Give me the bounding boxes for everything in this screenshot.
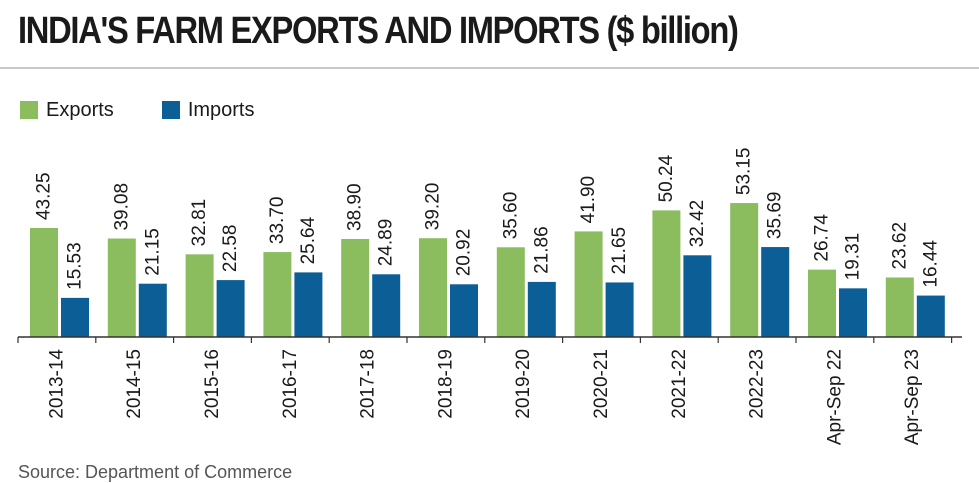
category-label-2014-15: 2014-15 [124, 349, 145, 419]
bar-exports-2018-19 [419, 238, 447, 337]
bar-exports-2017-18 [341, 238, 370, 337]
value-label-imports-2018-19: 20.92 [454, 229, 475, 277]
bar-exports-Apr-Sep 23 [885, 277, 914, 337]
value-label-exports-2021-22: 50.24 [656, 154, 677, 202]
title-divider [0, 67, 979, 69]
bar-imports-2017-18 [372, 274, 401, 337]
bar-imports-2018-19 [450, 284, 478, 337]
category-label-2015-16: 2015-16 [202, 349, 223, 419]
value-label-exports-Apr-Sep 22: 26.74 [812, 214, 833, 262]
value-label-imports-2019-20: 21.86 [531, 226, 552, 274]
bar-chart: 43.25 15.53 39.08 21.15 32.81 22.58 33.70 25.64… [17, 148, 962, 446]
bar-imports-2016-17 [294, 272, 323, 337]
legend-label-imports: Imports [187, 98, 255, 121]
bar-imports-2021-22 [683, 255, 712, 337]
category-label-2022-23: 2022-23 [747, 349, 768, 419]
category-label-Apr-Sep 23: Apr-Sep 23 [902, 349, 923, 445]
value-label-imports-2016-17: 25.64 [298, 216, 319, 264]
category-label-2021-22: 2021-22 [669, 349, 690, 419]
value-labels-group: 43.25 15.53 39.08 21.15 32.81 22.58 33.70 25.64… [34, 148, 942, 290]
legend-label-exports: Exports [46, 98, 114, 121]
value-label-imports-2020-21: 21.65 [609, 227, 630, 275]
bar-imports-2013-14 [61, 297, 89, 337]
category-label-2019-20: 2019-20 [513, 349, 534, 419]
value-label-imports-2013-14: 15.53 [65, 242, 86, 290]
value-label-imports-2022-23: 35.69 [765, 192, 786, 240]
value-label-exports-2022-23: 53.15 [734, 148, 755, 196]
bar-exports-2014-15 [107, 238, 136, 337]
bar-imports-2019-20 [527, 281, 556, 337]
bar-imports-2020-21 [605, 282, 634, 337]
chart-title: INDIA'S FARM EXPORTS AND IMPORTS ($ bill… [18, 10, 739, 52]
legend: Exports Imports [20, 97, 255, 123]
bar-exports-2016-17 [263, 252, 292, 337]
bar-exports-2020-21 [574, 231, 603, 337]
category-label-2013-14: 2013-14 [46, 349, 67, 419]
value-label-exports-2019-20: 35.60 [500, 192, 521, 240]
value-label-imports-2015-16: 22.58 [220, 225, 241, 273]
value-label-imports-2014-15: 21.15 [142, 228, 163, 276]
value-label-exports-2016-17: 33.70 [267, 197, 288, 245]
bars-group [30, 203, 945, 337]
bar-exports-2021-22 [652, 210, 681, 337]
value-label-exports-2013-14: 43.25 [34, 172, 55, 220]
bar-exports-2013-14 [30, 228, 58, 337]
bar-exports-2022-23 [730, 203, 759, 337]
x-ticks-group [17, 337, 953, 343]
source-note: Source: Department of Commerce [18, 462, 293, 482]
bar-imports-2014-15 [138, 283, 167, 337]
legend-swatch-exports [20, 101, 38, 119]
legend-swatch-imports [161, 101, 180, 119]
value-label-exports-2018-19: 39.20 [423, 183, 444, 231]
bar-imports-2015-16 [216, 280, 245, 337]
category-labels-group: 2013-14 2014-15 2015-16 2016-17 2017-18 2018-… [46, 349, 923, 446]
value-label-exports-2014-15: 39.08 [111, 183, 132, 231]
bar-imports-2022-23 [761, 247, 790, 337]
bar-imports-Apr-Sep 22 [839, 288, 867, 337]
value-label-imports-Apr-Sep 23: 16.44 [920, 240, 941, 288]
bar-exports-2015-16 [185, 254, 214, 337]
legend-item-imports: Imports [161, 98, 255, 122]
bar-exports-2019-20 [496, 247, 525, 337]
value-label-imports-2017-18: 24.89 [376, 219, 397, 267]
category-label-2017-18: 2017-18 [358, 349, 379, 419]
value-label-exports-2015-16: 32.81 [189, 199, 210, 247]
bar-imports-Apr-Sep 23 [916, 295, 945, 337]
value-label-imports-Apr-Sep 22: 19.31 [843, 233, 864, 281]
value-label-exports-Apr-Sep 23: 23.62 [889, 222, 910, 270]
category-label-2020-21: 2020-21 [591, 349, 612, 419]
category-label-2018-19: 2018-19 [435, 349, 456, 419]
value-label-exports-2017-18: 38.90 [345, 183, 366, 231]
category-label-2016-17: 2016-17 [280, 349, 301, 419]
value-label-imports-2021-22: 32.42 [687, 200, 708, 248]
category-label-Apr-Sep 22: Apr-Sep 22 [824, 349, 845, 445]
bar-exports-Apr-Sep 22 [808, 269, 836, 337]
value-label-exports-2020-21: 41.90 [578, 176, 599, 224]
legend-item-exports: Exports [20, 99, 114, 122]
